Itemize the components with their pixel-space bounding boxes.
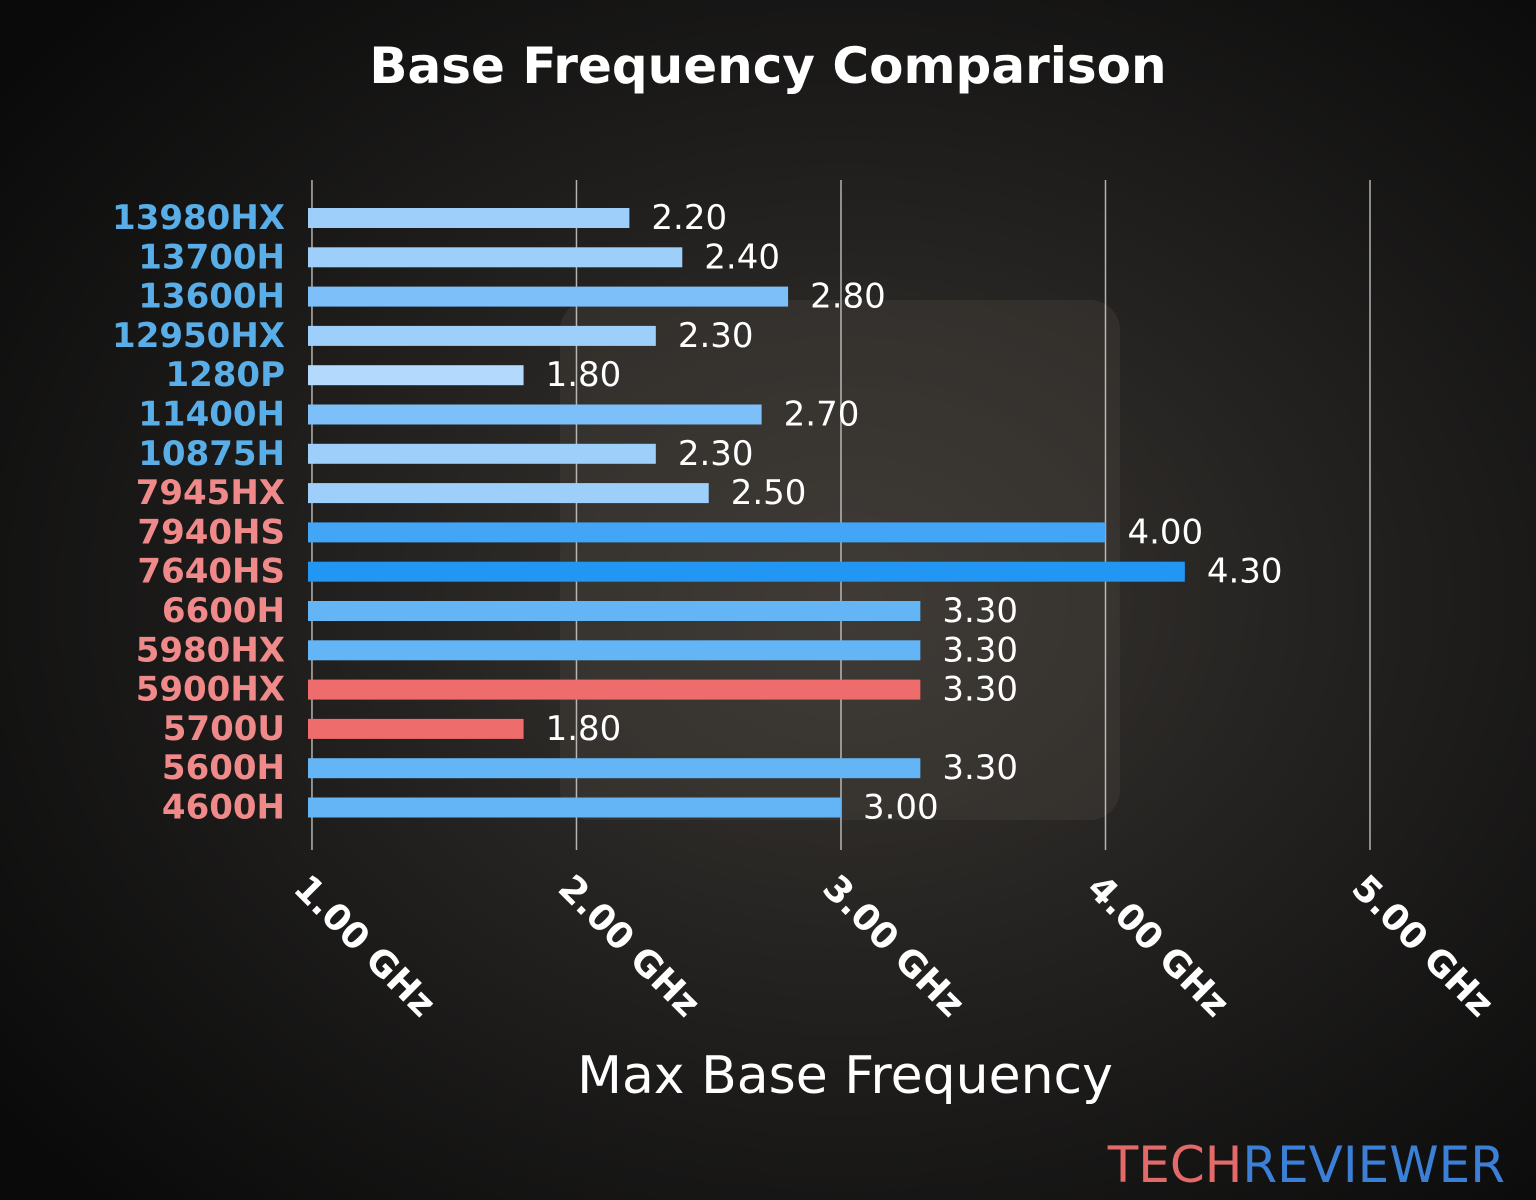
logo-part: REVIEWER: [1242, 1136, 1505, 1194]
bar: [308, 365, 524, 386]
y-tick-label: 13700H: [138, 237, 285, 277]
bar: [308, 208, 630, 228]
background-shape: [560, 300, 1120, 820]
y-tick-label: 1280P: [165, 355, 285, 395]
bar: [308, 404, 762, 425]
y-tick-label: 10875H: [138, 434, 285, 474]
value-label: 3.00: [863, 788, 939, 828]
bar: [308, 247, 683, 268]
y-tick-label: 4600H: [162, 788, 285, 828]
value-label: 2.30: [678, 316, 754, 356]
chart-title: Base Frequency Comparison: [369, 37, 1166, 95]
value-label: 2.80: [810, 277, 886, 317]
y-tick-label: 13980HX: [112, 198, 285, 238]
y-tick-label: 5700U: [163, 709, 285, 749]
value-label: 2.40: [704, 237, 780, 277]
value-label: 2.50: [731, 473, 807, 513]
bar: [308, 483, 709, 504]
bar: [308, 601, 921, 621]
bar: [308, 522, 1106, 543]
y-tick-label: 11400H: [138, 395, 285, 435]
y-tick-label: 13600H: [138, 277, 285, 317]
value-label: 3.30: [942, 748, 1018, 788]
logo-text: TECHREVIEWER: [1107, 1136, 1505, 1194]
y-tick-label: 7940HS: [137, 512, 285, 552]
value-label: 4.00: [1127, 512, 1203, 552]
value-label: 1.80: [546, 355, 622, 395]
bar: [308, 325, 656, 346]
value-label: 4.30: [1207, 552, 1283, 592]
logo: TECHREVIEWER: [1107, 1136, 1505, 1194]
y-tick-label: 7945HX: [136, 473, 285, 513]
bar: [308, 640, 921, 661]
value-label: 2.30: [678, 434, 754, 474]
bar: [308, 679, 921, 700]
bar: [308, 797, 841, 818]
value-label: 2.70: [784, 395, 860, 435]
bar: [308, 286, 789, 307]
y-tick-label: 7640HS: [137, 552, 285, 592]
y-tick-label: 6600H: [162, 591, 285, 631]
bar: [308, 561, 1185, 582]
value-label: 3.30: [942, 630, 1018, 670]
bar: [308, 758, 921, 779]
value-label: 3.30: [942, 591, 1018, 631]
bar: [308, 443, 656, 464]
value-label: 2.20: [651, 198, 727, 238]
logo-part: TECH: [1107, 1136, 1243, 1194]
y-tick-label: 12950HX: [112, 316, 285, 356]
y-tick-label: 5600H: [162, 748, 285, 788]
x-axis-label: Max Base Frequency: [577, 1046, 1113, 1106]
value-label: 3.30: [942, 670, 1018, 710]
y-tick-label: 5900HX: [136, 670, 285, 710]
bar: [308, 718, 524, 739]
value-label: 1.80: [546, 709, 622, 749]
y-tick-label: 5980HX: [136, 630, 285, 670]
